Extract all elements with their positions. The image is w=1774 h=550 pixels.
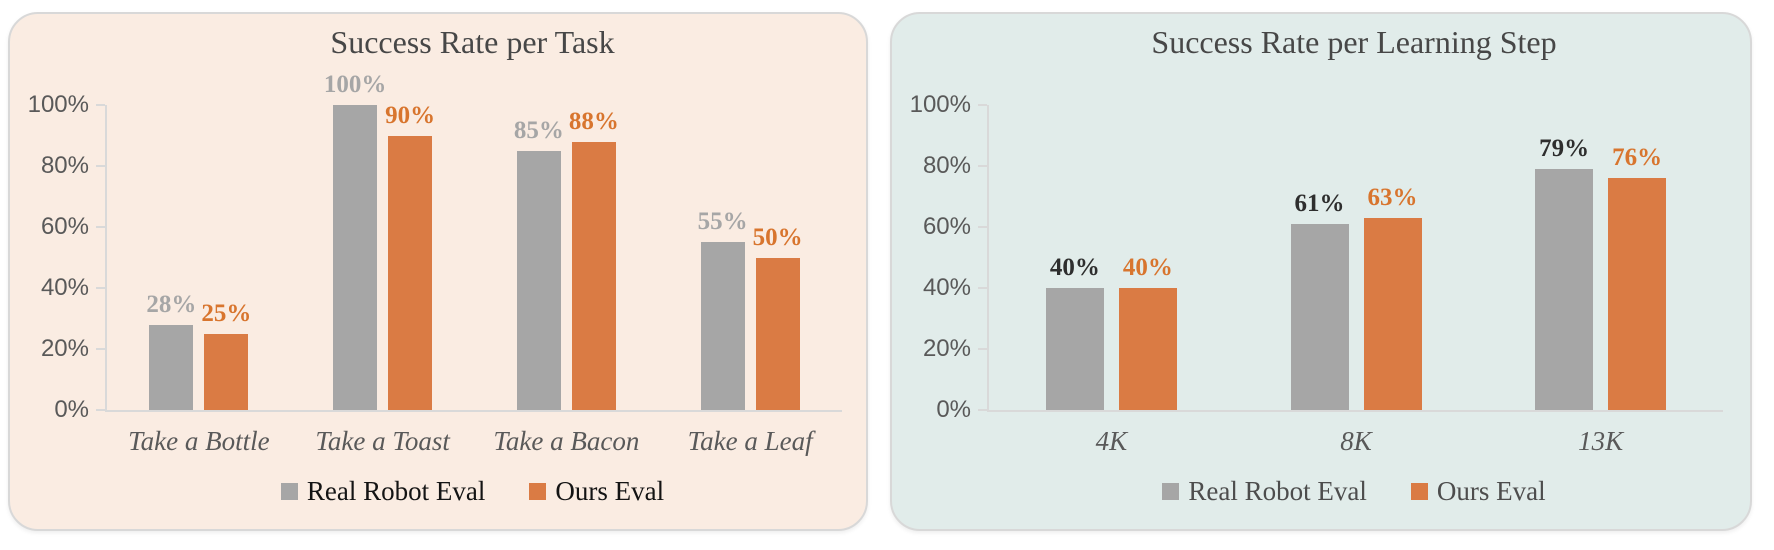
y-tick-mark [978, 165, 987, 167]
bar-real-robot-eval-8k: 61% [1290, 190, 1349, 410]
bar-label-real-robot-eval-take-a-toast: 100% [323, 71, 387, 98]
legend-item-real-robot-eval: Real Robot Eval [280, 476, 486, 507]
bar-label-ours-eval-8k: 63% [1367, 183, 1418, 211]
bar-ours-eval-8k: 63% [1363, 184, 1422, 410]
legend-label-real-robot-eval: Real Robot Eval [1188, 476, 1367, 506]
bar-label-real-robot-eval-4k: 40% [1049, 254, 1100, 281]
y-tick-label-80: 80% [922, 152, 971, 179]
bar-ours-eval-take-a-bottle: 25% [201, 300, 251, 410]
x-label-13k: 13K [1578, 426, 1624, 456]
y-tick-mark [96, 287, 105, 289]
x-label-take-a-bottle: Take a Bottle [128, 426, 270, 456]
bar-label-ours-eval-take-a-toast: 90% [385, 101, 436, 129]
bar-groups: 40% 40% 61% 63% 79% 76% [989, 105, 1723, 410]
legend: Real Robot Eval Ours Eval [105, 476, 840, 507]
y-tick-label-0: 0% [936, 396, 971, 423]
y-tick-label-100: 100% [909, 91, 971, 118]
bar-ours-eval-4k: 40% [1118, 254, 1177, 410]
legend-label-ours-eval: Ours Eval [1436, 476, 1546, 506]
y-tick-mark [978, 409, 987, 411]
bar-real-robot-eval-take-a-bacon: 85% [514, 117, 564, 410]
y-tick-mark [96, 104, 105, 106]
bar-label-ours-eval-13k: 76% [1612, 144, 1663, 172]
y-tick-mark [96, 348, 105, 350]
y-tick-label-100: 100% [27, 91, 89, 118]
legend-item-real-robot-eval: Real Robot Eval [1162, 476, 1367, 507]
bar-label-real-robot-eval-take-a-bacon: 85% [513, 116, 564, 144]
bar-real-robot-eval-take-a-bottle: 28% [146, 291, 196, 410]
bar-label-ours-eval-4k: 40% [1122, 254, 1173, 281]
x-axis-labels: Take a Bottle Take a Toast Take a Bacon Tak… [107, 426, 842, 457]
y-tick-mark [96, 409, 105, 411]
bar-ours-eval-13k: 76% [1608, 144, 1667, 410]
y-tick-label-60: 60% [40, 213, 89, 240]
y-tick-label-80: 80% [40, 152, 89, 179]
bar-label-real-robot-eval-take-a-bottle: 28% [146, 290, 197, 318]
chart-title: Success Rate per Task [330, 24, 615, 60]
x-label-take-a-bacon: Take a Bacon [493, 426, 640, 456]
bar-group-take-a-leaf: 55% 50% [658, 105, 842, 410]
legend-swatch-icon-ours-eval [529, 483, 547, 500]
y-tick-label-60: 60% [922, 213, 971, 240]
bar-label-ours-eval-take-a-bacon: 88% [568, 107, 619, 135]
y-tick-label-20: 20% [40, 335, 89, 362]
bar-label-ours-eval-take-a-leaf: 50% [752, 223, 803, 251]
x-label-8k: 8K [1340, 426, 1372, 456]
y-tick-label-20: 20% [922, 335, 971, 362]
bar-ours-eval-take-a-leaf: 50% [753, 224, 803, 410]
legend-swatch-icon-ours-eval [1410, 483, 1428, 500]
y-tick-mark [978, 287, 987, 289]
x-label-4k: 4K [1095, 426, 1128, 456]
y-tick-mark [978, 348, 987, 350]
bar-group-8k: 61% 63% [1234, 105, 1479, 410]
y-tick-label-40: 40% [40, 274, 89, 301]
bar-real-robot-eval-take-a-leaf: 55% [698, 208, 748, 410]
legend-label-real-robot-eval: Real Robot Eval [306, 476, 486, 506]
success-rate-per-learning-step-chart-panel: Success Rate per Learning Step 40% 40% 61%… [890, 12, 1752, 531]
bar-real-robot-eval-4k: 40% [1045, 254, 1104, 410]
bar-group-take-a-toast: 100% 90% [291, 71, 475, 410]
legend-swatch-icon-real-robot-eval [280, 483, 298, 500]
bar-real-robot-eval-take-a-toast: 100% [324, 71, 386, 410]
x-axis-labels: 4K 8K 13K [989, 426, 1723, 457]
bar-label-ours-eval-take-a-bottle: 25% [201, 299, 252, 327]
legend-item-ours-eval: Ours Eval [529, 476, 664, 507]
bar-label-real-robot-eval-8k: 61% [1294, 189, 1345, 217]
x-label-take-a-toast: Take a Toast [315, 426, 450, 456]
y-tick-label-0: 0% [54, 396, 89, 423]
y-tick-mark [978, 104, 987, 106]
x-label-take-a-leaf: Take a Leaf [687, 426, 813, 456]
chart-title: Success Rate per Learning Step [1151, 24, 1557, 60]
y-tick-mark [96, 226, 105, 228]
legend-label-ours-eval: Ours Eval [555, 476, 665, 506]
bar-groups: 28% 25% 100% 90% 85% 88% 55% 50% [107, 71, 842, 410]
bar-group-take-a-bottle: 28% 25% [107, 105, 291, 410]
y-tick-mark [96, 165, 105, 167]
plot-area: 40% 40% 61% 63% 79% 76% 4K 8K 13K 100% 80% 60% 40%… [910, 91, 1723, 456]
bar-label-real-robot-eval-take-a-leaf: 55% [697, 208, 748, 236]
bar-label-real-robot-eval-13k: 79% [1539, 135, 1590, 163]
legend: Real Robot Eval Ours Eval [987, 476, 1721, 507]
legend-item-ours-eval: Ours Eval [1410, 476, 1546, 507]
bar-ours-eval-take-a-toast: 90% [385, 102, 435, 410]
success-rate-per-task-chart-panel: Success Rate per Task 28% 25% 100% 90% 85% 88… [8, 12, 868, 531]
y-tick-label-40: 40% [922, 274, 971, 301]
bar-group-4k: 40% 40% [989, 105, 1234, 410]
legend-swatch-icon-real-robot-eval [1162, 483, 1180, 500]
plot-area: 28% 25% 100% 90% 85% 88% 55% 50% Take a Bottle T… [28, 71, 842, 456]
bar-ours-eval-take-a-bacon: 88% [569, 108, 619, 410]
bar-group-take-a-bacon: 85% 88% [475, 105, 659, 410]
y-tick-mark [978, 226, 987, 228]
bar-group-13k: 79% 76% [1478, 105, 1723, 410]
bar-real-robot-eval-13k: 79% [1535, 135, 1594, 410]
